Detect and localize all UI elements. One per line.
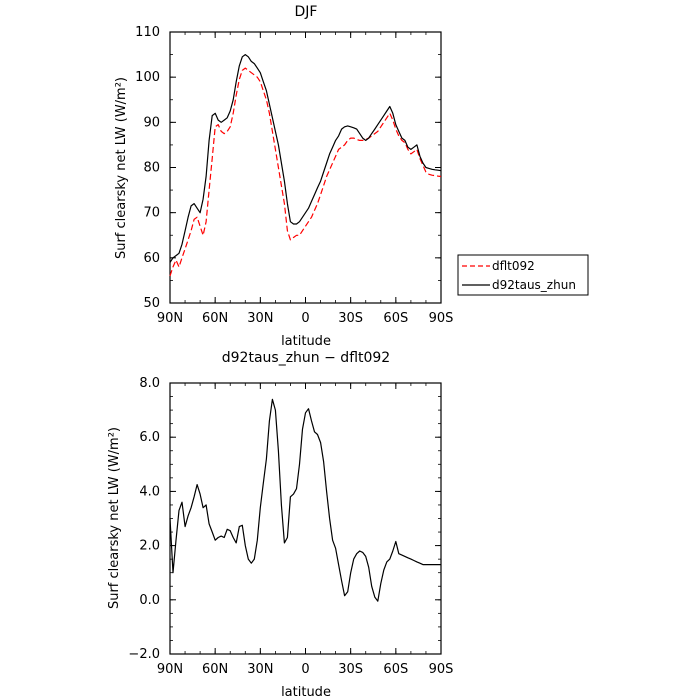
x-tick-label: 90S — [429, 311, 454, 326]
series-line-d92taus-zhun — [169, 53, 442, 263]
top-plot-x-tick-labels: 90N 60N 30N 0 30S 60S 90S — [157, 311, 454, 326]
top-plot: DJF 90N 60N 30N 0 30S 60S 90S 50 60 70 80 90 100 110… — [114, 4, 453, 349]
top-plot-series — [169, 53, 442, 277]
y-tick-label: 110 — [135, 25, 160, 40]
x-tick-label: 0 — [301, 311, 309, 326]
bottom-plot-ticks — [169, 382, 442, 655]
bottom-plot-frame — [169, 382, 442, 655]
bottom-plot-ylabel: Surf clearsky net LW (W/m²) — [107, 427, 122, 609]
legend-label-d92taus-zhun: d92taus_zhun — [492, 278, 576, 292]
x-tick-label: 30S — [338, 311, 363, 326]
bottom-plot-x-tick-labels: 90N 60N 30N 0 30S 60S 90S — [157, 662, 454, 677]
series-line-difference — [169, 398, 441, 602]
y-tick-label: 60 — [143, 251, 160, 266]
legend: dflt092 d92taus_zhun — [457, 254, 589, 296]
x-tick-label: 30N — [247, 662, 273, 677]
top-plot-xlabel: latitude — [281, 334, 331, 349]
series-line-dflt092 — [169, 67, 442, 277]
bottom-plot-xlabel: latitude — [281, 685, 331, 700]
top-plot-y-tick-labels: 50 60 70 80 90 100 110 — [135, 25, 160, 311]
y-tick-label: 6.0 — [139, 430, 160, 445]
y-tick-label: 70 — [143, 206, 160, 221]
legend-box — [457, 254, 589, 296]
top-plot-ylabel: Surf clearsky net LW (W/m²) — [114, 77, 129, 259]
y-tick-label: 4.0 — [139, 484, 160, 499]
x-tick-label: 30S — [338, 662, 363, 677]
bottom-plot-y-tick-labels: −2.0 0.0 2.0 4.0 6.0 8.0 — [128, 376, 160, 662]
x-tick-label: 30N — [247, 311, 273, 326]
top-plot-title: DJF — [295, 4, 318, 20]
x-tick-label: 60S — [383, 662, 408, 677]
bottom-plot-title: d92taus_zhun − dflt092 — [222, 350, 390, 366]
x-tick-label: 0 — [301, 662, 309, 677]
y-tick-label: 90 — [143, 115, 160, 130]
y-tick-label: −2.0 — [128, 647, 160, 662]
top-plot-frame — [169, 31, 442, 304]
y-tick-label: 50 — [143, 296, 160, 311]
top-plot-ticks — [169, 31, 442, 304]
x-tick-label: 60N — [202, 311, 228, 326]
x-tick-label: 90S — [429, 662, 454, 677]
x-tick-label: 60N — [202, 662, 228, 677]
y-tick-label: 0.0 — [139, 593, 160, 608]
y-tick-label: 100 — [135, 70, 160, 85]
y-tick-label: 8.0 — [139, 376, 160, 391]
y-tick-label: 80 — [143, 161, 160, 176]
legend-label-dflt092: dflt092 — [492, 259, 535, 273]
y-tick-label: 2.0 — [139, 539, 160, 554]
bottom-plot: d92taus_zhun − dflt092 90N 60N 30N 0 30S 60S 9… — [107, 350, 453, 700]
x-tick-label: 90N — [157, 662, 183, 677]
x-tick-label: 60S — [383, 311, 408, 326]
x-tick-label: 90N — [157, 311, 183, 326]
bottom-plot-series — [169, 398, 441, 602]
